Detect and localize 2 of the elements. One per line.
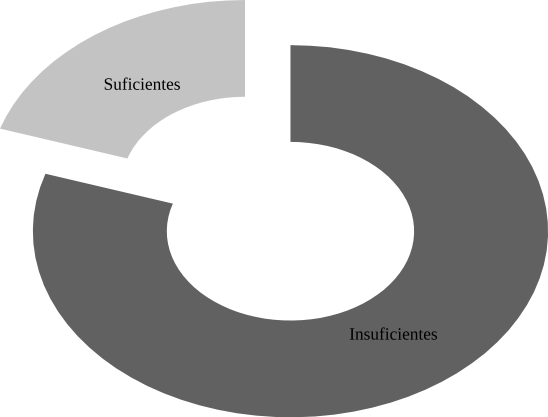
slice-label: Insuficientes: [350, 327, 438, 340]
slice-label: Suficientes: [104, 77, 180, 90]
